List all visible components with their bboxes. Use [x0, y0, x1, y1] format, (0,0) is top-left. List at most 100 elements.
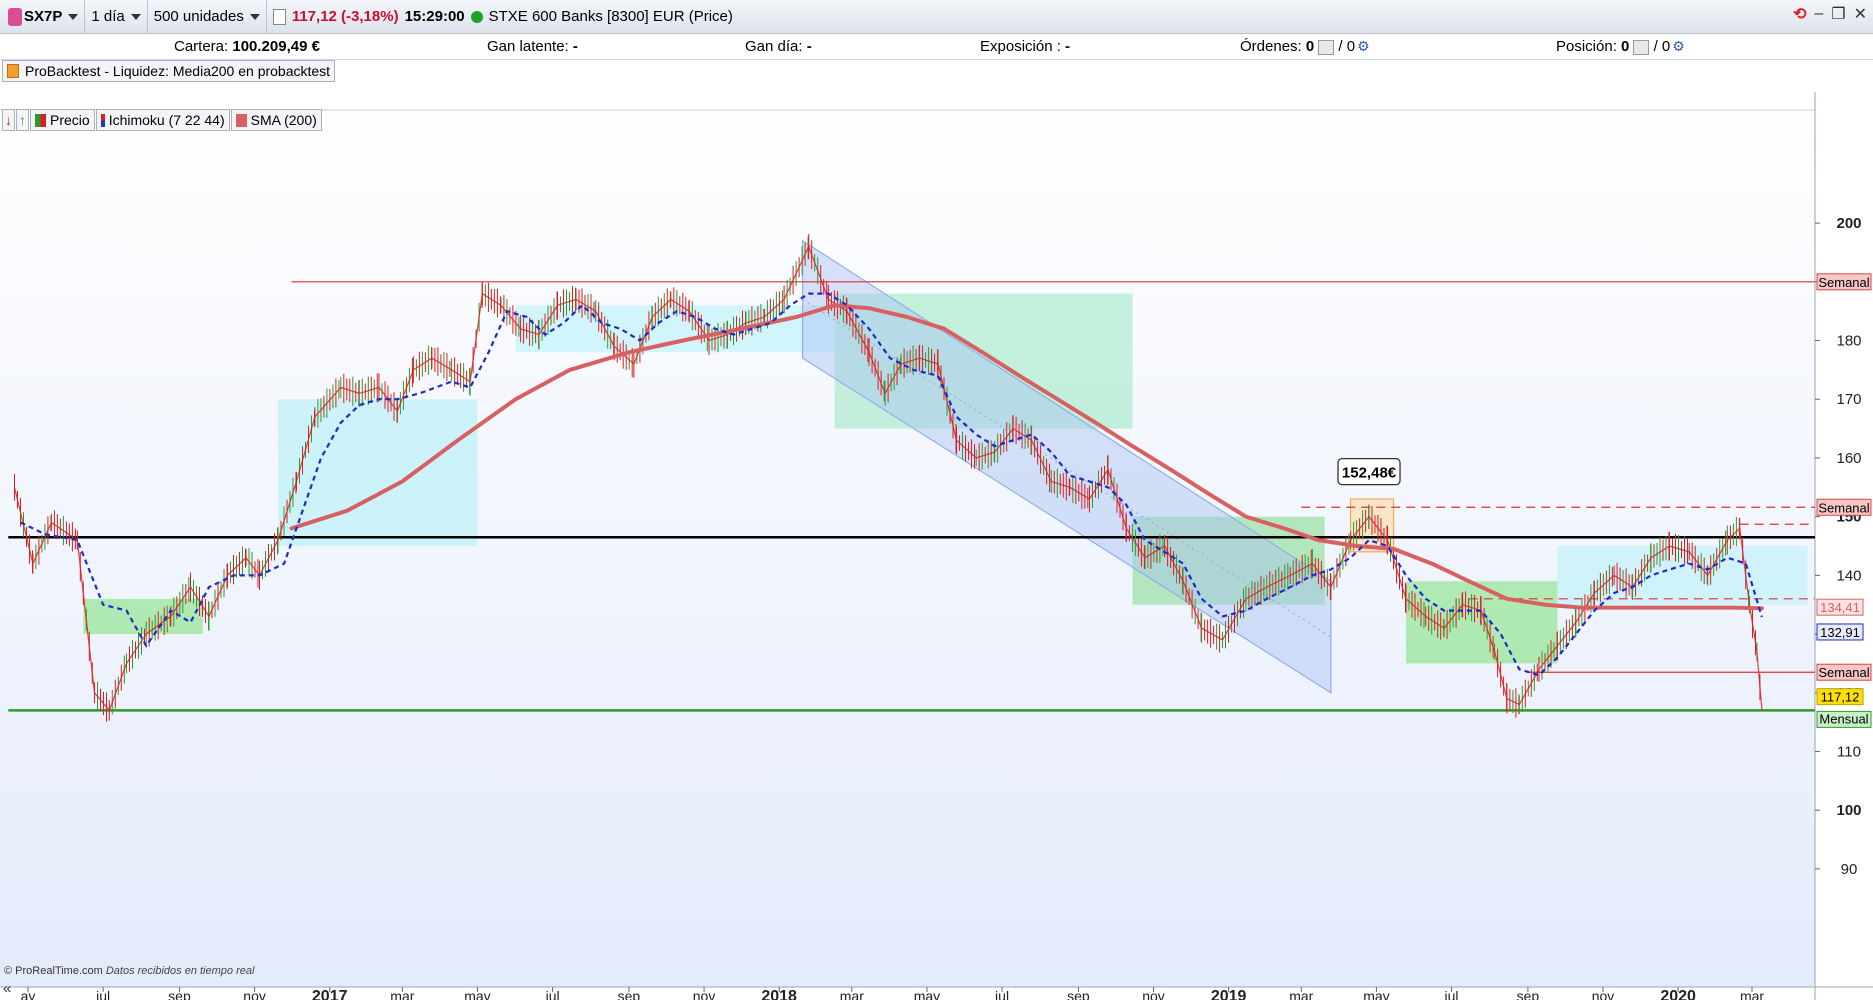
legend-item-price[interactable]: Precio — [30, 109, 95, 131]
x-tick-label: nov — [1592, 988, 1615, 1000]
portfolio-value: 100.209,49 € — [232, 38, 320, 55]
last-value-box — [1816, 623, 1864, 641]
y-tick-label: 100 — [1836, 802, 1861, 819]
scroll-left-button[interactable]: « — [3, 980, 12, 997]
x-tick-label: 2018 — [761, 988, 797, 1000]
position-info: Posición: 0 / 0 ⚙ — [1556, 38, 1685, 55]
exposure-info: Exposición : - — [980, 38, 1070, 55]
latent-gain-info: Gan latente: - — [487, 38, 578, 55]
sma-swatch-icon — [235, 113, 247, 127]
ichimoku-cloud — [83, 598, 203, 635]
price-chart[interactable]: 90100110120130140150160170180190200ayjul… — [0, 82, 1873, 1003]
x-tick-label: mar — [390, 988, 414, 1000]
x-tick-label: nov — [693, 988, 716, 1000]
day-gain-info: Gan día: - — [745, 38, 812, 55]
info-icon[interactable] — [272, 8, 286, 25]
exposure-value: - — [1065, 38, 1071, 55]
chevron-down-icon — [130, 13, 141, 20]
gear-icon[interactable]: ⚙ — [1357, 38, 1370, 54]
restore-icon[interactable]: ❐ — [1831, 6, 1846, 23]
ichimoku-cloud — [1557, 545, 1808, 605]
last-value-label: 117,12 — [1821, 690, 1860, 705]
level-label: Semanal — [1818, 665, 1869, 680]
minimize-icon[interactable]: – — [1814, 5, 1824, 22]
level-label-box — [1816, 710, 1872, 728]
channel-midline — [802, 299, 1332, 638]
account-info-bar: Cartera: 100.209,49 € Gan latente: - Gan… — [0, 34, 1873, 60]
position-icon[interactable] — [1633, 39, 1650, 55]
x-tick-label: sep — [1517, 988, 1540, 1000]
timeframe-selector[interactable]: 1 día — [85, 0, 148, 33]
y-tick-label: 170 — [1836, 391, 1861, 408]
orders-label: Órdenes: — [1240, 38, 1302, 55]
y-tick-label: 200 — [1836, 215, 1861, 232]
prorealtime-logo-icon — [8, 7, 22, 26]
chevron-down-icon — [68, 13, 79, 20]
market-status-icon — [470, 10, 483, 23]
x-tick-label: jul — [545, 988, 560, 1000]
ichimoku-kijun-line — [20, 292, 1763, 677]
position-label: Posición: — [1556, 38, 1617, 55]
x-tick-label: sep — [168, 988, 191, 1000]
chevron-down-icon — [249, 13, 260, 20]
backtest-text: ProBacktest - Liquidez: Media200 en prob… — [25, 63, 331, 79]
price-callout-box — [1337, 457, 1401, 486]
footer-note: Datos recibidos en tiempo real — [105, 965, 255, 977]
footer-brand: © ProRealTime.com — [4, 965, 103, 977]
x-tick-label: jul — [95, 988, 110, 1000]
ticker-label: SX7P — [24, 8, 63, 25]
plot-background — [0, 92, 1815, 987]
indicator-legend: ↓ ↑ Precio Ichimoku (7 22 44) SMA (200) — [2, 109, 323, 131]
x-tick-label: ay — [21, 988, 36, 1000]
instrument-name: STXE 600 Banks [8300] EUR (Price) — [488, 8, 733, 25]
units-label: 500 unidades — [153, 8, 244, 25]
day-gain-label: Gan día: — [745, 38, 803, 55]
y-tick-label: 90 — [1841, 861, 1858, 878]
units-selector[interactable]: 500 unidades — [148, 0, 267, 33]
y-tick-label: 180 — [1836, 333, 1861, 350]
gear-icon[interactable]: ⚙ — [1672, 38, 1685, 54]
level-label-box — [1816, 273, 1872, 291]
quote-time: 15:29:00 — [404, 8, 465, 25]
y-tick-label: 160 — [1836, 450, 1861, 467]
x-tick-label: mar — [1740, 988, 1764, 1000]
close-icon[interactable]: ✕ — [1853, 6, 1867, 23]
legend-label: Precio — [50, 112, 90, 128]
last-value-box — [1816, 598, 1864, 616]
orders-info: Órdenes: 0 / 0 ⚙ — [1240, 38, 1370, 55]
portfolio-label: Cartera: — [174, 38, 229, 55]
ticker-selector[interactable]: SX7P — [0, 0, 86, 33]
refresh-icon[interactable]: ⟲ — [1792, 6, 1807, 23]
day-gain-value: - — [806, 38, 812, 55]
toolbar: SX7P 1 día 500 unidades 117,12 (-3,18%) … — [0, 0, 1873, 34]
backtest-swatch-icon — [7, 64, 19, 78]
y-tick-label: 140 — [1836, 567, 1861, 584]
ichimoku-swatch-icon — [100, 113, 105, 127]
ichimoku-cloud — [834, 293, 1133, 429]
legend-item-ichimoku[interactable]: Ichimoku (7 22 44) — [95, 109, 230, 131]
x-tick-label: 2017 — [312, 988, 348, 1000]
last-value-label: 132,91 — [1820, 625, 1860, 640]
arrow-up-icon: ↑ — [19, 112, 26, 128]
price-series-line — [13, 245, 1763, 712]
legend-item-sma[interactable]: SMA (200) — [230, 109, 322, 131]
orders-value-secondary: / 0 — [1338, 38, 1356, 55]
footer-credit: © ProRealTime.com Datos recibidos en tie… — [4, 965, 254, 977]
move-up-button[interactable]: ↑ — [16, 109, 29, 131]
x-tick-label: jul — [1444, 988, 1459, 1000]
sma-200-line — [289, 303, 1764, 611]
last-value-label: 134,41 — [1820, 600, 1860, 615]
move-down-button[interactable]: ↓ — [2, 109, 15, 131]
probacktest-label[interactable]: ProBacktest - Liquidez: Media200 en prob… — [2, 60, 336, 82]
x-tick-label: 2020 — [1660, 988, 1696, 1000]
x-tick-label: mar — [840, 988, 864, 1000]
chart-area[interactable]: 90100110120130140150160170180190200ayjul… — [0, 82, 1873, 1003]
last-value-box — [1816, 688, 1864, 706]
legend-label: SMA (200) — [250, 112, 317, 128]
x-tick-label: may — [464, 988, 490, 1000]
price-change: 117,12 (-3,18%) — [291, 8, 399, 25]
x-tick-label: nov — [1142, 988, 1165, 1000]
orders-icon[interactable] — [1318, 39, 1335, 55]
x-tick-label: mar — [1289, 988, 1313, 1000]
x-tick-label: 2019 — [1211, 988, 1247, 1000]
